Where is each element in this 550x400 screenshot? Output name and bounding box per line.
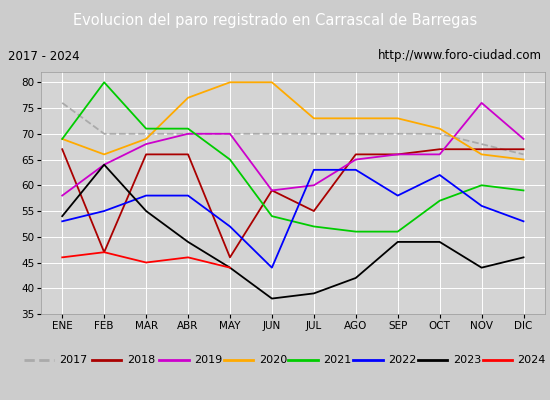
Text: 2020: 2020 — [259, 355, 287, 365]
Text: 2017 - 2024: 2017 - 2024 — [8, 50, 80, 62]
Text: 2022: 2022 — [388, 355, 416, 365]
Text: 2024: 2024 — [518, 355, 546, 365]
Text: 2023: 2023 — [453, 355, 481, 365]
Text: 2021: 2021 — [323, 355, 352, 365]
Text: Evolucion del paro registrado en Carrascal de Barregas: Evolucion del paro registrado en Carrasc… — [73, 14, 477, 28]
Text: http://www.foro-ciudad.com: http://www.foro-ciudad.com — [378, 50, 542, 62]
Text: 2017: 2017 — [59, 355, 87, 365]
Text: 2019: 2019 — [194, 355, 222, 365]
Text: 2018: 2018 — [126, 355, 155, 365]
